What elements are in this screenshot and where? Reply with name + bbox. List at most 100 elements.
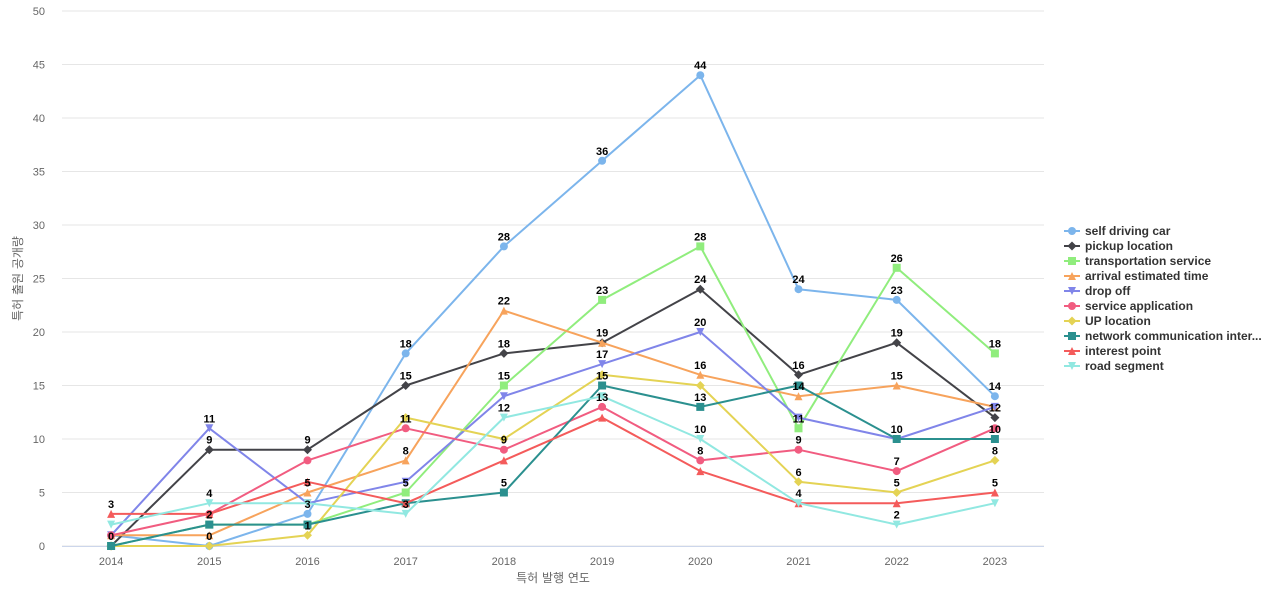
legend-item[interactable]: arrival estimated time: [1064, 269, 1209, 283]
data-point: [794, 424, 803, 433]
x-tick-label: 2022: [884, 556, 908, 568]
data-labels: 3011942095311815118532822181512953623191…: [108, 60, 1002, 543]
data-point: [401, 509, 410, 518]
data-point: [990, 488, 999, 497]
data-point: [990, 499, 999, 508]
data-point: [499, 381, 508, 390]
data-label: 17: [596, 349, 608, 361]
data-point: [401, 477, 410, 486]
series-line: [110, 384, 996, 547]
data-point: [990, 402, 999, 411]
data-point: [499, 392, 508, 401]
data-label: 44: [694, 60, 707, 72]
legend-item[interactable]: drop off: [1064, 284, 1131, 298]
x-tick-label: 2016: [295, 556, 319, 568]
data-label: 9: [206, 435, 212, 447]
legend-label: network communication inter...: [1085, 329, 1262, 343]
data-point: [303, 456, 312, 465]
data-point: [401, 456, 410, 465]
legend-item[interactable]: network communication inter...: [1064, 329, 1262, 343]
series-line: [110, 288, 996, 547]
x-tick-label: 2018: [492, 556, 516, 568]
data-point: [892, 488, 902, 497]
data-label: 12: [498, 403, 510, 415]
data-label: 3: [108, 499, 114, 511]
data-label: 5: [992, 478, 998, 490]
x-tick-label: 2015: [197, 556, 221, 568]
legend-marker: [1068, 227, 1076, 235]
data-label: 23: [596, 285, 608, 297]
data-point: [794, 477, 803, 487]
data-point: [990, 435, 999, 443]
data-label: 1: [304, 520, 310, 532]
data-point: [499, 488, 508, 497]
data-point: [205, 509, 214, 518]
data-label: 14: [989, 381, 1002, 393]
data-point: [303, 477, 312, 486]
data-label: 10: [989, 424, 1001, 436]
data-point: [499, 445, 508, 454]
data-point: [499, 434, 509, 444]
data-point: [892, 520, 901, 529]
data-point: [597, 370, 607, 380]
legend-item[interactable]: pickup location: [1064, 239, 1173, 253]
legend-label: arrival estimated time: [1085, 269, 1209, 283]
data-point: [598, 392, 607, 401]
x-tick-label: 2017: [393, 556, 417, 568]
data-label: 24: [792, 274, 805, 286]
series-line: [110, 416, 996, 515]
series-service-application: [107, 402, 999, 540]
data-point: [892, 435, 901, 443]
series-line: [110, 245, 996, 547]
x-tick-label: 2020: [688, 556, 712, 568]
data-point: [990, 349, 999, 358]
y-tick-label: 15: [33, 381, 45, 393]
data-point: [499, 456, 508, 465]
data-point: [205, 424, 214, 433]
y-tick-label: 10: [33, 434, 45, 446]
data-label: 9: [304, 435, 310, 447]
data-label: 0: [206, 531, 212, 543]
data-label: 11: [793, 413, 805, 425]
data-label: 11: [400, 413, 412, 425]
legend-item[interactable]: road segment: [1064, 359, 1164, 373]
data-label: 19: [891, 328, 903, 340]
legend-label: service application: [1085, 299, 1193, 313]
series-line: [110, 331, 996, 537]
data-point: [303, 445, 312, 455]
legend-marker: [1068, 272, 1076, 280]
x-tick-label: 2023: [983, 556, 1007, 568]
data-label: 12: [989, 403, 1001, 415]
series-line: [110, 74, 996, 547]
data-point: [204, 445, 214, 455]
series-road-segment: [107, 392, 999, 529]
series-pickup-location: [106, 284, 1000, 551]
data-point: [990, 424, 999, 433]
data-label: 5: [304, 478, 310, 490]
y-tick-label: 45: [33, 60, 45, 72]
legend-item[interactable]: interest point: [1064, 344, 1161, 358]
data-label: 8: [992, 445, 998, 457]
data-point: [695, 284, 705, 294]
data-point: [696, 402, 705, 411]
data-point: [499, 348, 509, 358]
data-label: 2: [206, 510, 212, 522]
legend-item[interactable]: service application: [1064, 299, 1193, 313]
data-point: [990, 392, 999, 401]
data-point: [303, 499, 312, 508]
legend-item[interactable]: UP location: [1064, 314, 1151, 328]
data-label: 9: [501, 435, 507, 447]
y-tick-label: 25: [33, 274, 45, 286]
data-point: [401, 413, 411, 423]
data-point: [205, 499, 214, 508]
data-label: 0: [108, 531, 114, 543]
data-point: [892, 295, 901, 304]
data-point: [598, 295, 607, 304]
data-point: [499, 413, 508, 422]
data-point: [892, 467, 901, 476]
data-point: [892, 499, 901, 508]
x-tick-label: 2014: [99, 556, 123, 568]
legend-item[interactable]: transportation service: [1064, 254, 1211, 268]
data-point: [598, 402, 607, 411]
legend-item[interactable]: self driving car: [1064, 224, 1171, 238]
